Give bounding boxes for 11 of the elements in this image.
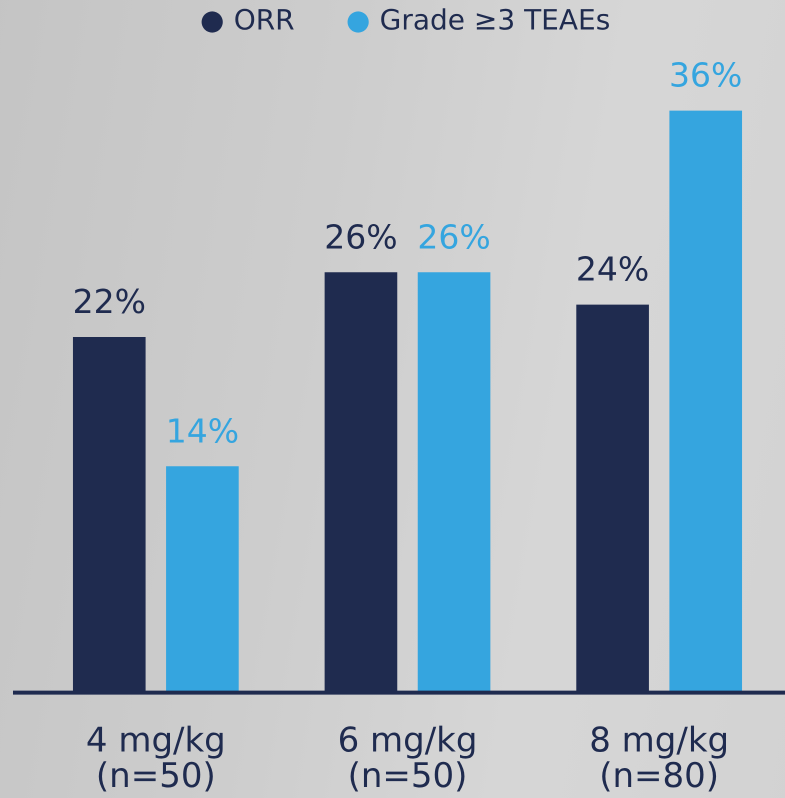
data-label: 36% xyxy=(669,56,742,95)
x-tick-label: 4 mg/kg (n=50) xyxy=(86,720,226,796)
x-tick-label: 8 mg/kg (n=80) xyxy=(589,720,730,796)
data-label: 22% xyxy=(72,282,146,322)
data-label: 14% xyxy=(166,411,240,450)
x-tick-label: 6 mg/kg (n=50) xyxy=(338,720,478,796)
data-label: 26% xyxy=(417,217,491,256)
data-label: 26% xyxy=(324,217,398,256)
legend-label: ORR xyxy=(234,3,295,36)
legend-label: Grade ≥3 TEAEs xyxy=(380,3,610,36)
data-label: 24% xyxy=(576,250,650,289)
